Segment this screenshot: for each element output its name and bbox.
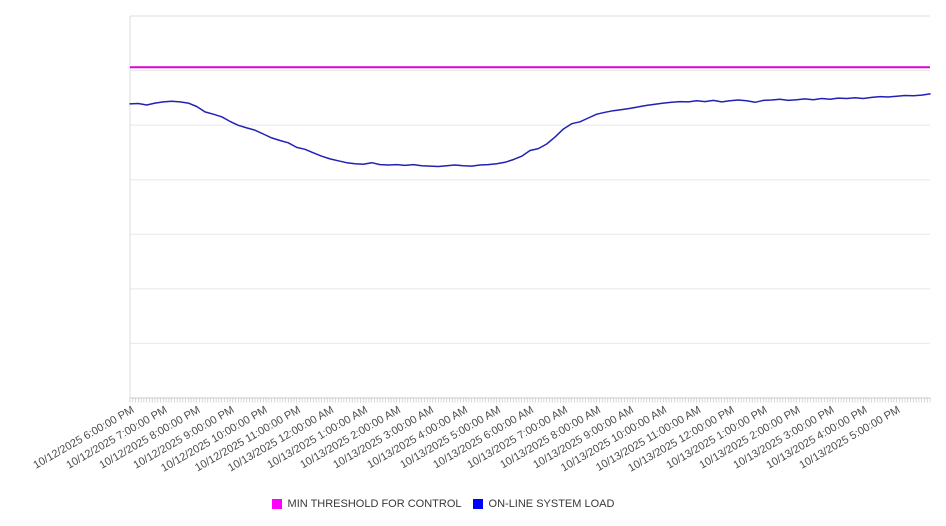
load-line	[129, 93, 931, 168]
magenta-swatch-icon	[271, 499, 282, 509]
blue-swatch-icon	[472, 499, 483, 509]
legend-label: ON-LINE SYSTEM LOAD	[488, 498, 615, 510]
chart-legend: MIN THRESHOLD FOR CONTROL ON-LINE SYSTEM…	[0, 498, 886, 510]
legend-label: MIN THRESHOLD FOR CONTROL	[287, 498, 462, 510]
legend-item-min-threshold[interactable]: MIN THRESHOLD FOR CONTROL	[271, 498, 462, 510]
legend-item-online-system-load[interactable]: ON-LINE SYSTEM LOAD	[472, 498, 615, 510]
